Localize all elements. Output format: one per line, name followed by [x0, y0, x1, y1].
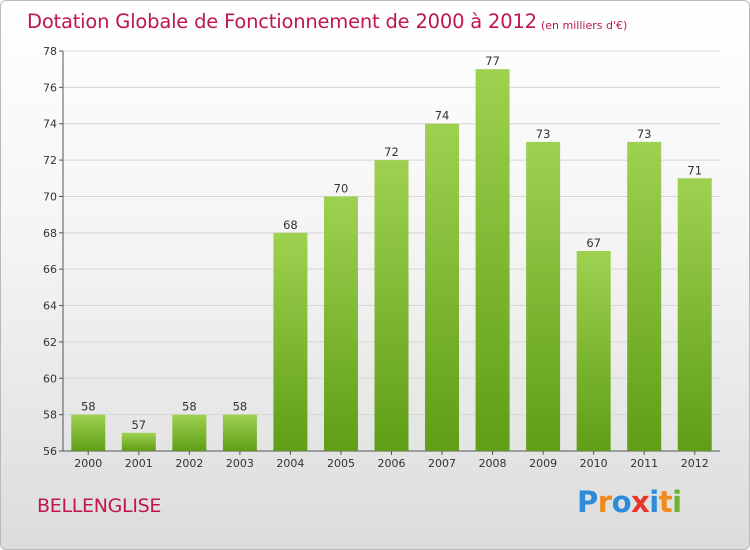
y-tick-label: 62 [43, 336, 57, 349]
x-tick-label: 2005 [327, 457, 355, 470]
logo-letter: P [577, 485, 598, 519]
y-tick-label: 74 [43, 118, 57, 131]
y-tick-label: 58 [43, 409, 57, 422]
bar-2003 [222, 414, 257, 451]
bar-2007 [425, 123, 460, 452]
place-name: BELLENGLISE [37, 495, 162, 517]
logo-letter: i [672, 485, 682, 519]
bar-2012 [677, 178, 712, 452]
data-label: 58 [182, 400, 197, 414]
x-tick-label: 2003 [226, 457, 254, 470]
logo-letter: t [658, 485, 673, 519]
data-label: 71 [687, 163, 702, 177]
x-tick-label: 2002 [175, 457, 203, 470]
logo-letter: o [611, 485, 632, 519]
logo-letter: i [649, 485, 659, 519]
x-tick-label: 2007 [428, 457, 456, 470]
y-tick-label: 78 [43, 45, 57, 58]
chart-title: Dotation Globale de Fonctionnement de 20… [27, 10, 537, 33]
y-tick-label: 68 [43, 227, 57, 240]
data-label: 73 [637, 127, 652, 141]
y-tick-label: 66 [43, 263, 57, 276]
data-label: 68 [283, 218, 298, 232]
x-tick-label: 2012 [681, 457, 709, 470]
data-label: 74 [435, 109, 450, 123]
x-tick-label: 2008 [479, 457, 507, 470]
x-tick-label: 2010 [580, 457, 608, 470]
data-label: 58 [81, 400, 96, 414]
bar-2000 [71, 414, 106, 451]
x-tick-label: 2006 [378, 457, 406, 470]
y-tick-labels: 56 58 60 62 64 66 68 70 72 74 76 78 [43, 45, 57, 458]
y-tick-label: 56 [43, 445, 57, 458]
y-tick-label: 72 [43, 154, 57, 167]
data-label: 58 [233, 400, 248, 414]
x-tick-label: 2000 [74, 457, 102, 470]
chart-subtitle: (en milliers d'€) [541, 19, 628, 32]
bar-2011 [627, 141, 662, 451]
logo-letter: r [597, 485, 612, 519]
data-label: 73 [536, 127, 551, 141]
y-tick-label: 76 [43, 81, 57, 94]
x-tick-labels: 2000 2001 2002 2003 2004 2005 2006 2007 2008 2009… [74, 457, 708, 470]
y-tick-label: 70 [43, 190, 57, 203]
data-label: 72 [384, 145, 399, 159]
x-tick-label: 2011 [630, 457, 658, 470]
bar-2002 [172, 414, 207, 451]
bars [71, 69, 712, 452]
data-label: 77 [485, 54, 500, 68]
data-label: 57 [131, 418, 146, 432]
data-label: 67 [586, 236, 601, 250]
bar-2008 [475, 69, 510, 451]
x-tick-label: 2004 [276, 457, 304, 470]
bar-2005 [323, 196, 358, 451]
bar-2006 [374, 160, 409, 451]
data-labels: 58 57 58 58 68 70 72 74 77 73 67 73 71 [81, 54, 702, 432]
proxiti-logo: Proxiti [577, 485, 682, 519]
data-label: 70 [334, 181, 349, 195]
y-tick-label: 64 [43, 300, 57, 313]
bar-2010 [576, 251, 611, 451]
y-tick-label: 60 [43, 372, 57, 385]
x-tick-label: 2001 [125, 457, 153, 470]
bar-2004 [273, 232, 308, 451]
x-tick-label: 2009 [529, 457, 557, 470]
bar-2001 [121, 432, 156, 451]
logo-letter: x [631, 485, 650, 519]
bar-2009 [526, 141, 561, 451]
